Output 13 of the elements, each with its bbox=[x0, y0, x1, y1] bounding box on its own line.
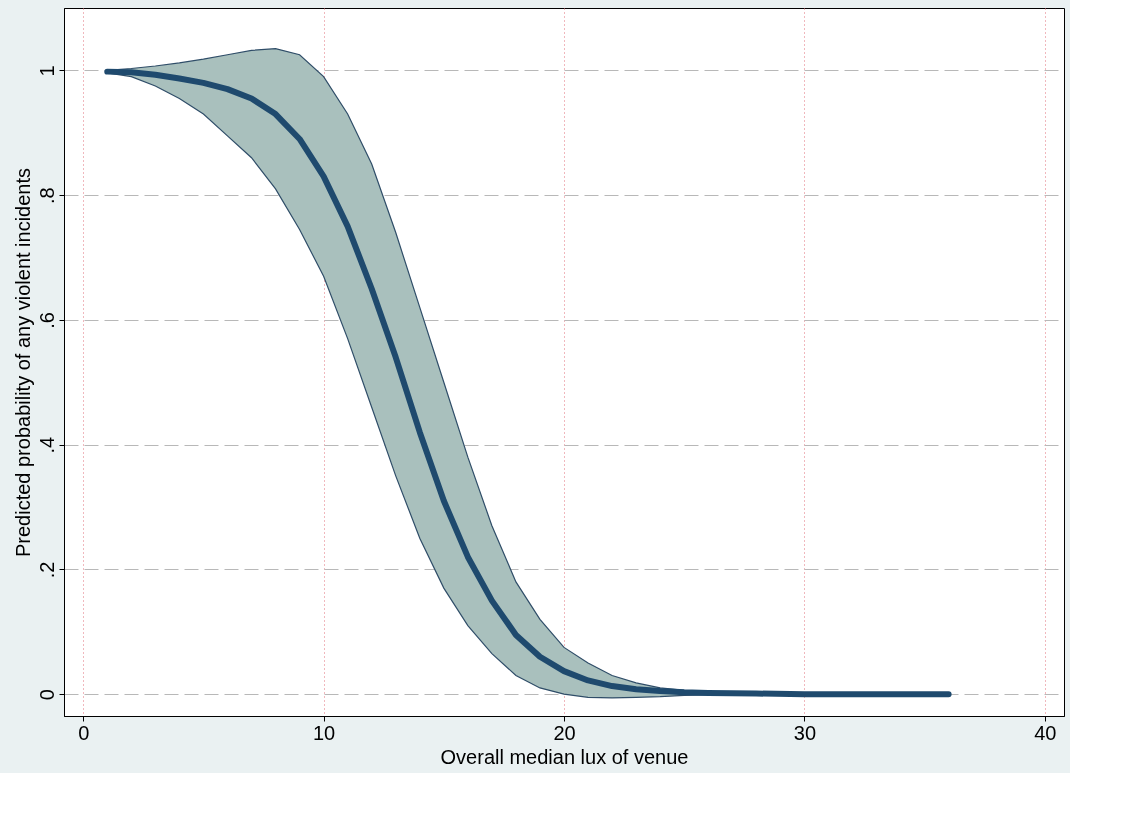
x-tick-label: 30 bbox=[793, 721, 817, 744]
y-tick-label: .6 bbox=[35, 312, 58, 329]
y-tick-label: .8 bbox=[35, 187, 58, 204]
y-axis-title: Predicted probability of any violent incidents bbox=[11, 167, 34, 558]
y-tick-label: .4 bbox=[35, 436, 58, 454]
x-tick-label: 20 bbox=[553, 721, 576, 744]
y-tick-label: 1 bbox=[35, 65, 58, 77]
x-axis-title: Overall median lux of venue bbox=[440, 745, 689, 768]
y-tick-label: .2 bbox=[35, 561, 58, 579]
y-tick-label: 0 bbox=[35, 689, 58, 701]
x-tick-label: 10 bbox=[312, 721, 336, 744]
x-tick-label: 40 bbox=[1034, 721, 1057, 744]
x-tick-label: 0 bbox=[78, 721, 90, 744]
